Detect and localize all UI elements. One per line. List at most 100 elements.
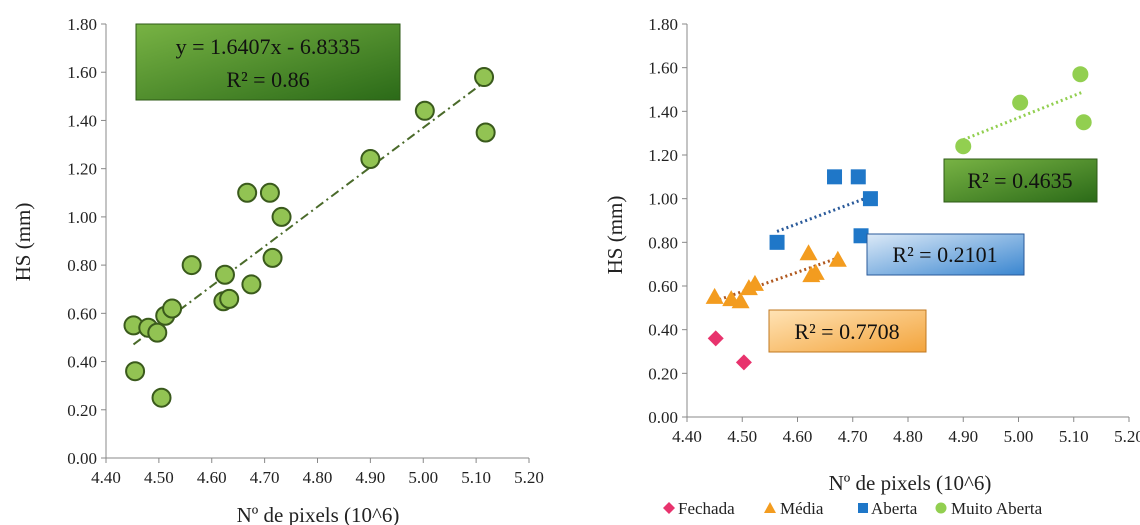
legend-label-muito-aberta: Muito Aberta xyxy=(951,499,1043,518)
right-y-tick-label: 0.00 xyxy=(648,408,678,427)
right-trendlines xyxy=(714,90,1085,303)
point-fechada xyxy=(735,354,752,371)
point-m-dia xyxy=(806,263,825,280)
r2-aberta-text: R² = 0.2101 xyxy=(892,242,997,267)
left-x-tick-label: 5.20 xyxy=(514,468,544,487)
left-equation-box: y = 1.6407x - 6.8335 R² = 0.86 xyxy=(135,23,401,101)
legend-item-fechada: Fechada xyxy=(663,499,735,518)
left-y-tick-label: 1.20 xyxy=(67,160,97,179)
legend-triangle-icon xyxy=(764,502,776,513)
r2-muito-aberta-text: R² = 0.4635 xyxy=(967,168,1072,193)
left-point xyxy=(414,100,435,121)
left-axes: 0.00 0.20 0.40 0.60 0.80 1.00 1.20 1.40 1.60 1.80… xyxy=(67,15,544,487)
left-point xyxy=(475,122,496,143)
left-y-tick-label: 0.60 xyxy=(67,304,97,323)
left-point xyxy=(125,361,146,382)
left-trendline-path xyxy=(132,81,485,346)
left-point xyxy=(151,387,172,408)
right-x-tick-label: 5.20 xyxy=(1114,427,1140,446)
trendline-média xyxy=(714,256,840,303)
right-y-tick-label: 1.60 xyxy=(648,59,678,78)
right-y-tick-label: 1.80 xyxy=(648,15,678,34)
r2-box-aberta: R² = 0.2101 xyxy=(866,233,1025,276)
right-x-axis-label: Nº de pixels (10^6) xyxy=(829,471,992,495)
left-x-tick-label: 4.90 xyxy=(356,468,386,487)
legend-label-aberta: Aberta xyxy=(871,499,918,518)
point-aberta xyxy=(827,169,843,185)
point-m-dia xyxy=(828,250,847,267)
left-point xyxy=(162,298,183,319)
left-x-tick-label: 4.60 xyxy=(197,468,227,487)
point-m-dia xyxy=(799,244,818,261)
right-axes: 0.00 0.20 0.40 0.60 0.80 1.00 1.20 1.40 1.60 1.80… xyxy=(648,15,1140,446)
point-muito-aberta xyxy=(955,138,972,155)
legend-label-fechada: Fechada xyxy=(678,499,735,518)
trendline-muito-aberta xyxy=(962,90,1085,142)
left-y-tick-label: 0.80 xyxy=(67,256,97,275)
left-point xyxy=(259,182,280,203)
left-y-tick-label: 1.00 xyxy=(67,208,97,227)
right-y-tick-label: 0.80 xyxy=(648,233,678,252)
right-x-tick-label: 5.10 xyxy=(1059,427,1089,446)
left-x-tick-label: 4.40 xyxy=(91,468,121,487)
left-x-tick-label: 5.10 xyxy=(461,468,491,487)
legend-diamond-icon xyxy=(663,502,675,514)
legend-item-muito-aberta: Muito Aberta xyxy=(935,499,1043,518)
right-y-tick-label: 1.40 xyxy=(648,102,678,121)
legend-label-media: Média xyxy=(780,499,824,518)
left-point xyxy=(214,264,235,285)
left-y-axis-label: HS (mm) xyxy=(11,203,35,282)
left-y-tick-label: 1.80 xyxy=(67,15,97,34)
left-point xyxy=(241,274,262,295)
left-data-points xyxy=(123,67,496,408)
right-x-tick-label: 4.60 xyxy=(783,427,813,446)
r2-box-muito-aberta: R² = 0.4635 xyxy=(943,158,1098,203)
legend-item-aberta: Aberta xyxy=(858,499,918,518)
left-equation-text: y = 1.6407x - 6.8335 xyxy=(176,34,361,59)
point-muito-aberta xyxy=(1072,66,1089,83)
left-scatter-chart: 0.00 0.20 0.40 0.60 0.80 1.00 1.20 1.40 1.60 1.80… xyxy=(11,15,544,525)
point-m-dia xyxy=(745,274,764,291)
point-aberta xyxy=(862,191,878,207)
r2-media-text: R² = 0.7708 xyxy=(794,319,899,344)
point-aberta xyxy=(850,169,866,185)
right-scatter-chart: 0.00 0.20 0.40 0.60 0.80 1.00 1.20 1.40 1.60 1.80… xyxy=(603,15,1140,518)
right-y-axis-label: HS (mm) xyxy=(603,196,627,275)
right-x-tick-label: 4.90 xyxy=(948,427,978,446)
left-y-tick-label: 0.40 xyxy=(67,353,97,372)
left-trendline xyxy=(132,81,485,346)
right-x-tick-label: 4.50 xyxy=(727,427,757,446)
r2-box-media: R² = 0.7708 xyxy=(768,309,927,353)
left-point xyxy=(271,206,292,227)
left-y-tick-label: 0.00 xyxy=(67,449,97,468)
left-point xyxy=(360,149,381,170)
left-point xyxy=(147,322,168,343)
left-x-tick-label: 4.70 xyxy=(250,468,280,487)
left-point xyxy=(474,67,495,88)
left-point xyxy=(181,255,202,276)
left-x-tick-label: 5.00 xyxy=(408,468,438,487)
right-data-points xyxy=(705,66,1092,371)
left-point xyxy=(237,182,258,203)
point-muito-aberta xyxy=(1075,114,1092,131)
point-m-dia xyxy=(705,287,724,304)
right-y-tick-label: 0.20 xyxy=(648,364,678,383)
left-y-tick-label: 1.60 xyxy=(67,63,97,82)
right-y-tick-label: 0.60 xyxy=(648,277,678,296)
left-point xyxy=(219,288,240,309)
left-x-tick-label: 4.50 xyxy=(144,468,174,487)
left-y-tick-label: 0.20 xyxy=(67,401,97,420)
left-y-tick-label: 1.40 xyxy=(67,111,97,130)
left-r2-text: R² = 0.86 xyxy=(226,67,309,92)
point-muito-aberta xyxy=(1012,94,1029,111)
right-x-tick-label: 4.70 xyxy=(838,427,868,446)
point-m-dia xyxy=(731,292,750,309)
right-x-tick-label: 4.80 xyxy=(893,427,923,446)
left-x-axis-label: Nº de pixels (10^6) xyxy=(237,503,400,525)
point-fechada xyxy=(707,330,724,347)
right-y-tick-label: 0.40 xyxy=(648,321,678,340)
left-point xyxy=(262,247,283,268)
right-x-tick-label: 5.00 xyxy=(1004,427,1034,446)
chart-legend: Fechada Média Aberta Muito Aberta xyxy=(663,499,1043,518)
